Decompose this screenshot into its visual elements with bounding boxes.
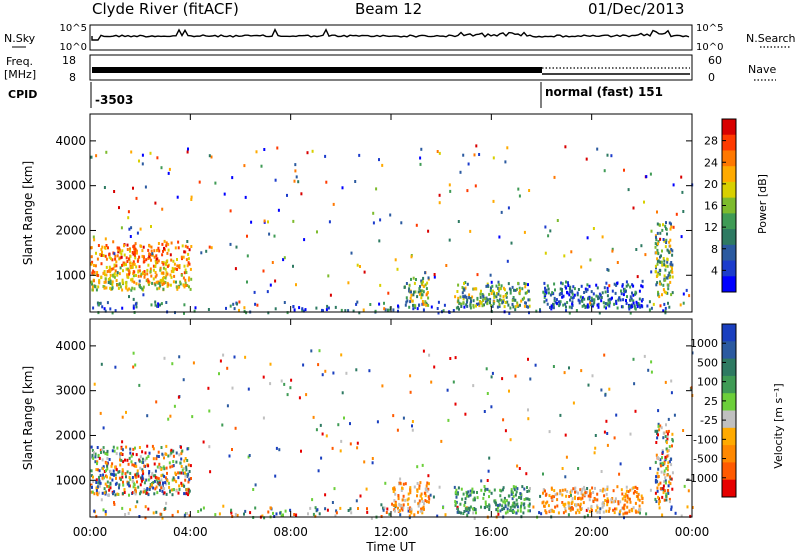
colorbar-tick-label: 25	[704, 395, 718, 408]
freq-tick-bottom: 8	[69, 71, 76, 84]
y-tick-label: 3000	[55, 384, 86, 398]
y-tick-label: 4000	[55, 339, 86, 353]
colorbar-tick-label: -500	[693, 453, 718, 466]
velocity-cbar-label: Velocity [m s⁻¹]	[772, 383, 785, 468]
colorbar-cell	[722, 150, 736, 167]
colorbar-tick-label: 1000	[690, 337, 718, 350]
power-cbar-label: Power [dB]	[756, 174, 769, 234]
freq-band	[92, 67, 542, 73]
velocity-panel: 1000 2000 3000 4000 Slant Range [km] 1000 50…	[21, 318, 785, 520]
x-tick-label: 16:00	[474, 525, 509, 539]
colorbar-tick-label: -100	[693, 433, 718, 446]
colorbar-tick-label: 100	[697, 376, 718, 389]
colorbar-tick-label: 12	[704, 221, 718, 234]
power-ylabel: Slant Range [km]	[21, 161, 35, 265]
colorbar-cell	[722, 213, 736, 230]
colorbar-cell	[722, 276, 736, 293]
colorbar-cell	[722, 166, 736, 183]
power-colorbar: 28 24 20 16 12 8 4	[704, 118, 737, 293]
nsky-panel: N.Sky 10^5 10^0 10^5 10^0 N.Search	[4, 23, 796, 53]
colorbar-tick-label: 16	[704, 200, 718, 213]
colorbar-cell	[722, 393, 736, 411]
colorbar-cell	[722, 324, 736, 342]
x-tick-label: 12:00	[374, 525, 409, 539]
y-tick-label: 1000	[55, 473, 86, 487]
velocity-ylabel: Slant Range [km]	[21, 366, 35, 470]
colorbar-tick-label: 28	[704, 135, 718, 148]
colorbar-cell	[722, 427, 736, 446]
nsky-series	[91, 27, 690, 41]
velocity-heatmap	[90, 349, 694, 520]
freq-unit: [MHz]	[4, 68, 36, 81]
nsky-label: N.Sky	[4, 32, 36, 45]
date-title: 01/Dec/2013	[588, 0, 685, 18]
y-tick-label: 3000	[55, 179, 86, 193]
beam-title: Beam 12	[355, 0, 423, 18]
x-tick-label: 00:00	[675, 525, 710, 539]
colorbar-tick-label: -25	[700, 414, 718, 427]
x-tick-label: 00:00	[73, 525, 108, 539]
nave-tick-top: 60	[708, 54, 722, 67]
cpid-row: CPID -3503 normal (fast) 151	[8, 82, 663, 108]
x-tick-label: 08:00	[273, 525, 308, 539]
x-tick-label: 04:00	[173, 525, 208, 539]
velocity-colorbar: 1000 500 100 25 -25 -100 -500 -1000	[686, 323, 737, 498]
freq-tick-top: 18	[62, 54, 76, 67]
power-heatmap	[90, 144, 694, 315]
x-tick-label: 20:00	[574, 525, 609, 539]
colorbar-tick-label: 20	[704, 178, 718, 191]
colorbar-cell	[722, 197, 736, 214]
colorbar-cell	[722, 445, 736, 463]
colorbar-cell	[722, 181, 736, 199]
y-tick-label: 2000	[55, 428, 86, 442]
colorbar-cell	[722, 462, 736, 481]
colorbar-tick-label: 500	[697, 356, 718, 369]
colorbar-tick-label: 4	[711, 264, 718, 277]
cpid-value-1: -3503	[95, 93, 133, 107]
freq-panel: Freq. [MHz] 18 8 60 0 Nave	[4, 54, 776, 84]
nave-tick-bottom: 0	[708, 71, 715, 84]
colorbar-cell	[722, 244, 736, 262]
y-tick-label: 2000	[55, 223, 86, 237]
colorbar-cell	[722, 410, 736, 429]
colorbar-cell	[722, 341, 736, 360]
colorbar-cell	[722, 119, 736, 136]
freq-label: Freq.	[6, 55, 33, 68]
colorbar-cell	[722, 375, 736, 394]
x-axis: 00:00 04:00 08:00 12:00 16:00 20:00 00:00	[73, 114, 710, 539]
y-tick-label: 1000	[55, 268, 86, 282]
nsky-tick-top: 10^5	[60, 23, 87, 34]
nsearch-tick-top: 10^5	[696, 23, 723, 34]
colorbar-tick-label: 8	[711, 243, 718, 256]
nsearch-label: N.Search	[746, 32, 796, 45]
cpid-label: CPID	[8, 88, 37, 101]
colorbar-tick-label: 24	[704, 156, 718, 169]
nsky-tick-bottom: 10^0	[60, 42, 87, 53]
x-axis-label: Time UT	[365, 540, 416, 554]
colorbar-cell	[722, 479, 736, 498]
colorbar-cell	[722, 260, 736, 277]
cpid-value-2: normal (fast) 151	[545, 85, 663, 99]
y-tick-label: 4000	[55, 134, 86, 148]
colorbar-cell	[722, 134, 736, 151]
colorbar-tick-label: -1000	[686, 472, 718, 485]
nsearch-tick-bottom: 10^0	[696, 42, 723, 53]
power-panel: 1000 2000 3000 4000 Slant Range [km] 28 24 20…	[21, 113, 769, 315]
colorbar-cell	[722, 229, 736, 246]
station-title: Clyde River (fitACF)	[92, 0, 239, 18]
nave-label: Nave	[748, 63, 776, 76]
colorbar-cell	[722, 358, 736, 377]
